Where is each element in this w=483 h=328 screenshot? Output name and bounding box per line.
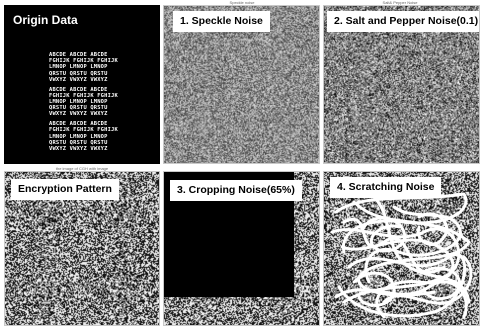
letter-row: FGHIJK FGHIJK FGHIJK xyxy=(49,58,118,65)
salt-pepper-noise-panel: 2. Salt and Pepper Noise(0.1) xyxy=(323,5,480,164)
saltpepper-caption: Salt& Pepper Noise xyxy=(382,0,418,5)
speckle-noise-label: 1. Speckle Noise xyxy=(173,11,270,32)
letter-row: LMNOP LMNOP LMNOP xyxy=(49,99,108,106)
speckle-noise-image xyxy=(164,6,319,163)
letter-row: LMNOP LMNOP LMNOP xyxy=(49,64,108,71)
cropping-noise-panel: 3. Cropping Noise(65%) xyxy=(163,171,320,326)
encryption-caption: the image of CGH with image xyxy=(55,166,109,171)
salt-pepper-noise-image xyxy=(324,6,479,163)
letter-block: ABCDE ABCDE ABCDE FGHIJK FGHIJK FGHIJK L… xyxy=(49,52,127,83)
scratching-noise-panel: 4. Scratching Noise xyxy=(323,171,480,326)
cropping-noise-label: 3. Cropping Noise(65%) xyxy=(170,180,302,201)
letter-row: FGHIJK FGHIJK FGHIJK xyxy=(49,127,118,134)
letter-row: VWXYZ VWXYZ VWXYZ xyxy=(49,76,108,83)
speckle-noise-panel: 1. Speckle Noise xyxy=(163,5,320,164)
letter-row: ABCDE ABCDE ABCDE xyxy=(49,121,108,128)
letter-block: ABCDE ABCDE ABCDE FGHIJK FGHIJK FGHIJK L… xyxy=(49,121,127,152)
speckle-caption: Speckle noise xyxy=(229,0,255,5)
scratching-noise-label: 4. Scratching Noise xyxy=(330,177,442,198)
letter-row: ABCDE ABCDE ABCDE xyxy=(49,52,108,58)
letter-row: QRSTU QRSTU QRSTU xyxy=(49,105,108,112)
salt-pepper-noise-label: 2. Salt and Pepper Noise(0.1) xyxy=(327,11,479,32)
letter-row: ABCDE ABCDE ABCDE xyxy=(49,86,108,93)
letter-row: VWXYZ VWXYZ VWXYZ xyxy=(49,111,108,118)
origin-data-panel: Origin Data ABCDE ABCDE ABCDE FGHIJK FGH… xyxy=(4,5,160,164)
letter-block: ABCDE ABCDE ABCDE FGHIJK FGHIJK FGHIJK L… xyxy=(49,87,127,118)
letter-grid: ABCDE ABCDE ABCDE FGHIJK FGHIJK FGHIJK L… xyxy=(49,52,127,156)
encryption-pattern-panel: Encryption Pattern xyxy=(4,171,160,326)
letter-row: QRSTU QRSTU QRSTU xyxy=(49,139,108,146)
letter-row: QRSTU QRSTU QRSTU xyxy=(49,70,108,77)
scratch-marks xyxy=(330,192,473,319)
letter-row: FGHIJK FGHIJK FGHIJK xyxy=(49,92,118,99)
encryption-pattern-label: Encryption Pattern xyxy=(11,179,119,200)
letter-row: LMNOP LMNOP LMNOP xyxy=(49,133,108,140)
origin-data-label: Origin Data xyxy=(7,10,84,30)
letter-row: VWXYZ VWXYZ VWXYZ xyxy=(49,146,108,153)
